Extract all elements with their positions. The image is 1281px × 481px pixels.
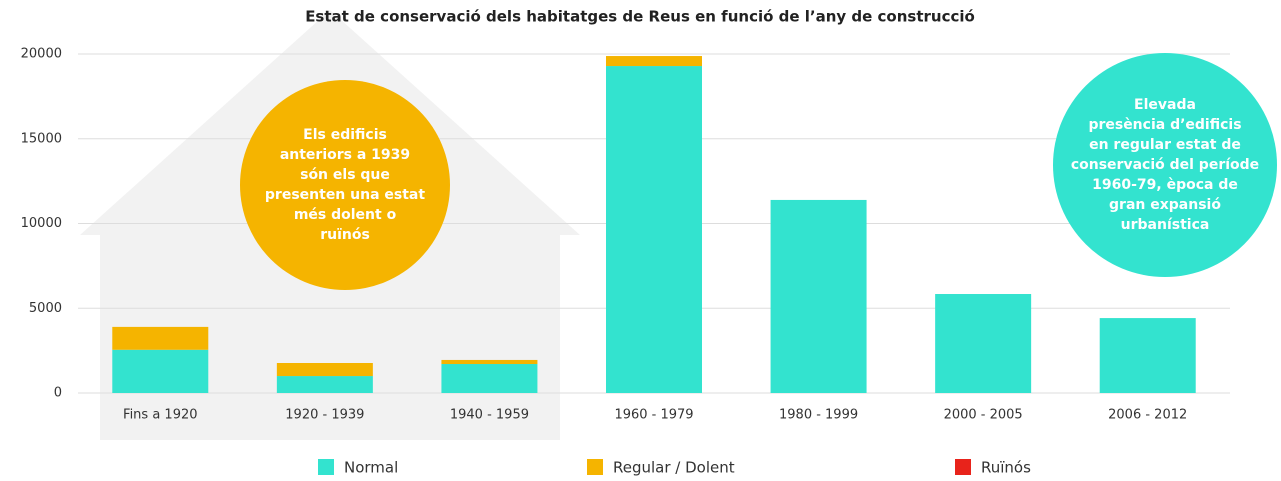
- legend-swatch: [318, 459, 334, 475]
- annotation-circle: [240, 80, 450, 290]
- annotation-text: Els edificis: [303, 127, 387, 143]
- annotation-text: presenten una estat: [265, 187, 425, 203]
- x-tick-label: Fins a 1920: [123, 408, 197, 423]
- annotation-text: més dolent o: [294, 207, 397, 223]
- annotation-text: gran expansió: [1109, 197, 1221, 213]
- y-tick-label: 15000: [21, 131, 62, 146]
- legend-label: Regular / Dolent: [613, 459, 735, 477]
- y-tick-label: 20000: [21, 47, 62, 62]
- x-tick-label: 2000 - 2005: [944, 408, 1023, 423]
- annotation-text: són els que: [300, 167, 390, 183]
- legend-swatch: [587, 459, 603, 475]
- x-tick-label: 2006 - 2012: [1108, 408, 1187, 423]
- bar-segment: [606, 66, 702, 393]
- bar-segment: [112, 327, 208, 350]
- annotation-text: en regular estat de: [1089, 137, 1241, 153]
- annotation-text: presència d’edificis: [1088, 117, 1241, 133]
- y-tick-label: 0: [54, 386, 62, 401]
- bar-segment: [606, 56, 702, 66]
- bar-segment: [441, 360, 537, 364]
- legend-label: Ruïnós: [981, 459, 1031, 477]
- bar-segment: [277, 363, 373, 376]
- annotation-text: urbanística: [1121, 217, 1210, 233]
- chart-title: Estat de conservació dels habitatges de …: [305, 8, 975, 26]
- annotation-text: conservació del període: [1071, 157, 1259, 173]
- annotation-text: ruïnós: [320, 227, 370, 243]
- y-tick-label: 10000: [21, 216, 62, 231]
- annotation-text: 1960-79, època de: [1092, 177, 1238, 193]
- annotation-text: Elevada: [1134, 97, 1196, 113]
- x-tick-label: 1940 - 1959: [450, 408, 529, 423]
- chart: Estat de conservació dels habitatges de …: [0, 0, 1281, 481]
- bar-segment: [935, 294, 1031, 393]
- bar-segment: [441, 364, 537, 393]
- bar-segment: [1100, 318, 1196, 393]
- legend-label: Normal: [344, 459, 398, 477]
- x-tick-label: 1980 - 1999: [779, 408, 858, 423]
- legend-swatch: [955, 459, 971, 475]
- bar-segment: [277, 376, 373, 393]
- bar-segment: [771, 200, 867, 393]
- annotation-text: anteriors a 1939: [280, 147, 410, 163]
- y-tick-label: 5000: [29, 301, 62, 316]
- x-tick-label: 1920 - 1939: [285, 408, 364, 423]
- x-tick-label: 1960 - 1979: [614, 408, 693, 423]
- bar-segment: [112, 350, 208, 393]
